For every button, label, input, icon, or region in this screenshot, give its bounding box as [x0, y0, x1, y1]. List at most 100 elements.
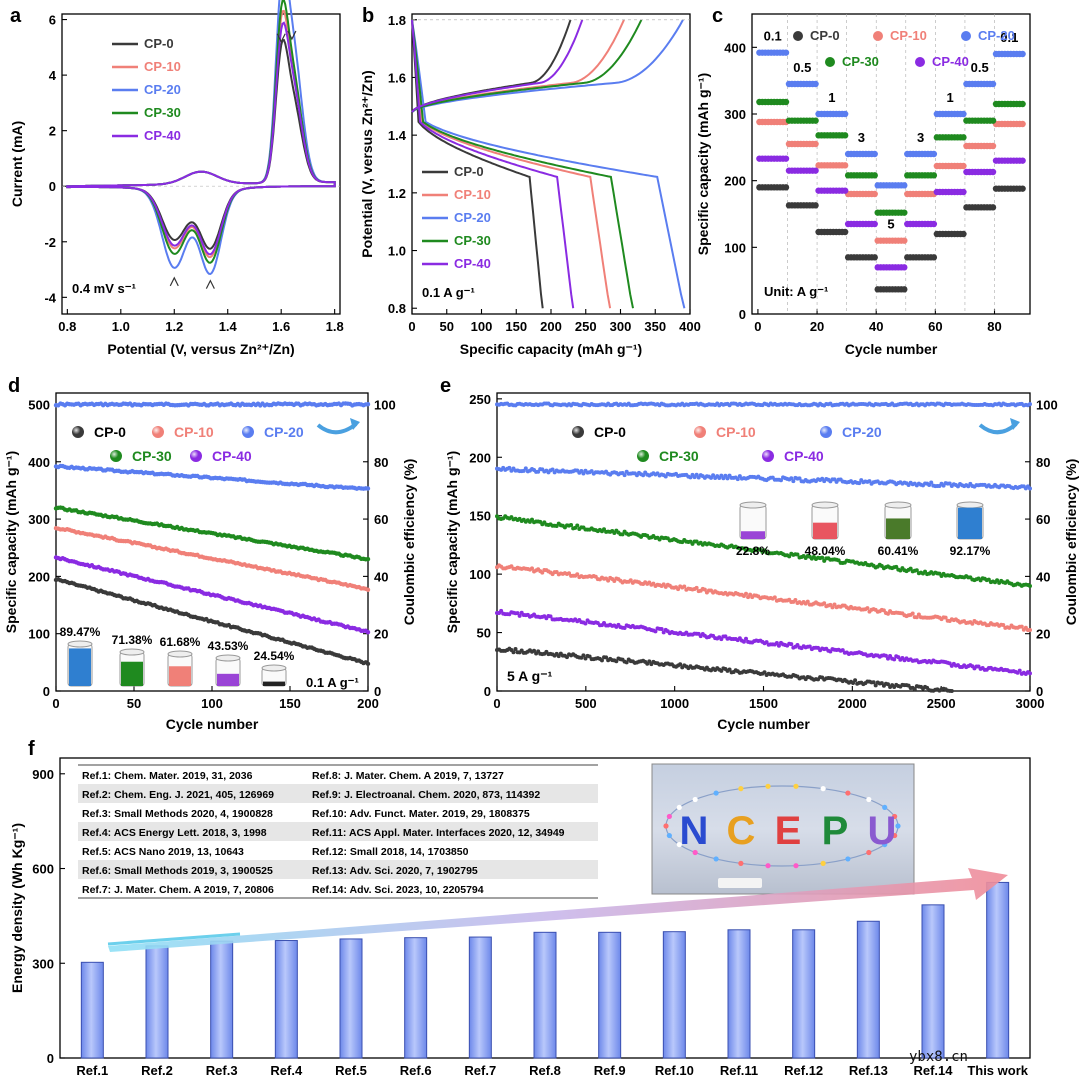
- discharge-curve-CP-40: [411, 19, 575, 309]
- trend-arrow-tail: [107, 932, 241, 946]
- x-tick-label: 300: [610, 319, 632, 334]
- legend-label: CP-0: [144, 36, 174, 51]
- y2-tick-label: 40: [374, 569, 388, 584]
- current-density-annotation: 0.1 A g⁻¹: [422, 285, 475, 300]
- led-light: [882, 841, 888, 848]
- capacity-point-CP-0: [647, 659, 652, 664]
- retention-fill: [121, 661, 143, 686]
- retention-label: 43.53%: [208, 639, 249, 653]
- panel-label-f: f: [28, 738, 35, 760]
- rate-point-CP-0: [960, 230, 967, 238]
- y2-tick-label: 100: [1036, 397, 1058, 412]
- photo-letter: C: [727, 809, 756, 853]
- capacity-point-CP-0: [912, 687, 917, 692]
- x-tick-label: 0: [52, 696, 59, 711]
- x-tick-label: 0: [408, 319, 415, 334]
- capacity-point-CP-10: [772, 595, 777, 600]
- legend-label: CP-0: [94, 424, 126, 440]
- y2-tick-label: 100: [374, 397, 396, 412]
- charge-curve-CP-40: [411, 19, 584, 113]
- category-label: Ref.8: [529, 1063, 561, 1078]
- x-tick-label: 1.0: [112, 319, 130, 334]
- rate-point-CP-0: [812, 202, 819, 209]
- rate-label: 3: [858, 130, 865, 145]
- retention-fill: [69, 648, 91, 686]
- capacity-point-CP-40: [776, 643, 781, 648]
- led-light: [713, 790, 719, 796]
- capacity-point-CP-10: [702, 587, 707, 592]
- retention-label: 89.47%: [60, 625, 101, 639]
- capacity-point-CP-20: [694, 472, 699, 477]
- capacity-point-CP-10: [916, 612, 921, 617]
- legend-marker: [961, 31, 971, 41]
- y-tick-label: 0: [47, 1051, 54, 1066]
- retention-label: 71.38%: [112, 633, 153, 647]
- x-tick-label: 2500: [927, 696, 956, 711]
- legend-marker-shine: [152, 426, 164, 438]
- legend-marker-shine: [190, 450, 202, 462]
- rate-point-CP-20: [812, 80, 819, 88]
- y2-tick-label: 20: [374, 627, 388, 642]
- current-density-annotation: 5 A g⁻¹: [507, 668, 553, 684]
- capacity-point-CP-20: [735, 477, 740, 482]
- rate-point-CP-30: [841, 132, 849, 139]
- energy-bar: [727, 929, 751, 1059]
- photo-letter: E: [775, 809, 802, 853]
- rate-point-CP-40: [871, 220, 878, 228]
- legend-marker-shine: [242, 426, 254, 438]
- reference-entry: Ref.2: Chem. Eng. J. 2021, 405, 126969: [82, 789, 274, 801]
- capacity-point-CP-10: [822, 601, 827, 606]
- panel-label-e: e: [440, 375, 451, 397]
- legend-marker-shine: [694, 426, 706, 438]
- legend-label: CP-10: [144, 59, 181, 74]
- efficiency-point: [365, 402, 371, 407]
- rate-point-CP-0: [841, 228, 849, 236]
- efficiency-point: [1028, 402, 1032, 407]
- energy-bar: [404, 937, 428, 1059]
- rate-point-CP-40: [812, 167, 819, 174]
- rate-label: 0.5: [793, 60, 811, 75]
- capacity-point-CP-40: [892, 657, 897, 662]
- capacity-point-CP-10: [910, 611, 915, 616]
- legend-label: CP-20: [842, 424, 882, 440]
- y-tick-label: 4: [49, 68, 57, 83]
- retention-beaker-rim: [119, 648, 145, 656]
- legend-marker-shine: [572, 426, 584, 438]
- capacity-point-CP-40: [883, 653, 888, 658]
- legend-marker-shine: [72, 426, 84, 438]
- x-tick-label: 200: [357, 696, 379, 711]
- y2-tick-label: 60: [1036, 512, 1050, 527]
- x-tick-label: 3000: [1016, 696, 1045, 711]
- panel-label-c: c: [712, 5, 723, 27]
- reference-entry: Ref.10: Adv. Funct. Mater. 2019, 29, 180…: [312, 808, 530, 820]
- rate-point-CP-10: [989, 142, 997, 150]
- x-axis-label: Cycle number: [845, 341, 938, 357]
- retention-beaker-rim: [215, 654, 241, 662]
- capacity-point-CP-20: [711, 473, 716, 478]
- capacity-point-CP-0: [949, 689, 954, 693]
- led-light: [738, 785, 744, 792]
- legend-marker: [915, 57, 925, 67]
- capacity-point-CP-30: [894, 564, 899, 569]
- legend-label: CP-20: [144, 82, 181, 97]
- category-label: Ref.13: [849, 1063, 888, 1078]
- x-tick-label: 150: [279, 696, 301, 711]
- capacity-point-CP-20: [523, 466, 528, 471]
- y-tick-label: 200: [469, 450, 491, 465]
- retention-fill: [263, 681, 285, 686]
- panel-label-b: b: [362, 5, 374, 27]
- capacity-point-CP-10: [676, 587, 681, 592]
- y-tick-label: 0: [43, 684, 50, 699]
- category-label: Ref.2: [141, 1063, 173, 1078]
- led-light: [820, 785, 826, 792]
- retention-fill: [813, 522, 837, 539]
- capacity-point-CP-40: [653, 629, 658, 634]
- capacity-point-CP-20: [791, 479, 796, 484]
- capacity-point-CP-20: [725, 476, 730, 481]
- rate-point-CP-10: [841, 162, 849, 169]
- capacity-point-CP-0: [581, 653, 586, 658]
- capacity-point-CP-10: [575, 572, 580, 577]
- energy-bar: [598, 931, 622, 1059]
- rate-point-CP-10: [812, 140, 819, 148]
